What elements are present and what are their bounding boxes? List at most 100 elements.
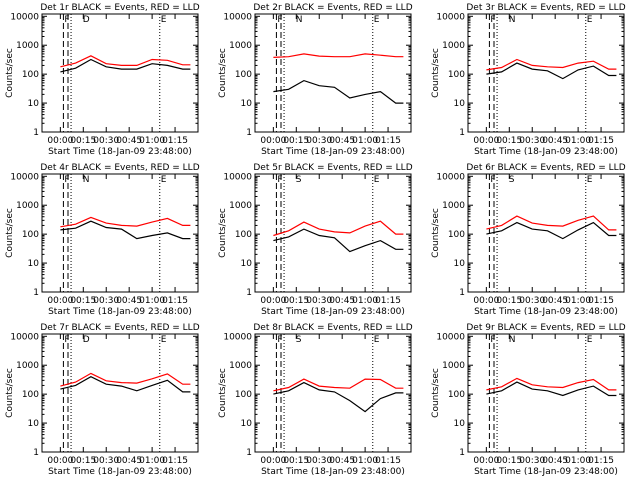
y-tick-label: 1000 xyxy=(229,361,252,371)
y-tick-label: 1000 xyxy=(442,361,465,371)
y-tick-label: 10000 xyxy=(223,332,252,342)
y-tick-label: 10000 xyxy=(10,12,39,22)
y-tick-label: 10 xyxy=(28,99,40,109)
x-axis-label: Start Time (18-Jan-09 23:48:00) xyxy=(474,147,618,157)
x-axis-label: Start Time (18-Jan-09 23:48:00) xyxy=(474,467,618,477)
chart-title: Det 8r BLACK = Events, RED = LLD xyxy=(253,323,412,333)
x-tick-label: 01:15 xyxy=(162,136,188,146)
x-tick-label: 01:15 xyxy=(588,456,614,466)
x-tick-label: 00:30 xyxy=(306,136,332,146)
plot-frame xyxy=(467,173,625,293)
series-line-lld xyxy=(273,53,404,58)
event-marker-label: E xyxy=(161,15,167,25)
x-tick-label: 00:15 xyxy=(283,136,309,146)
y-tick-label: 10 xyxy=(454,419,466,429)
y-tick-label: 10000 xyxy=(436,12,465,22)
event-marker-label: E xyxy=(587,175,593,185)
x-tick-label: 00:00 xyxy=(473,296,499,306)
y-tick-label: 1 xyxy=(459,448,465,458)
y-tick-label: 100 xyxy=(22,390,39,400)
x-tick-label: 00:45 xyxy=(542,136,568,146)
chart-panel: Det 6r BLACK = Events, RED = LLD 1 10 100 10… xyxy=(431,163,626,317)
y-axis-label: Counts/sec xyxy=(5,368,15,418)
y-tick-label: 1 xyxy=(33,288,39,298)
x-tick-label: 01:00 xyxy=(352,136,378,146)
y-tick-label: 1000 xyxy=(442,201,465,211)
x-tick-label: 00:30 xyxy=(93,456,119,466)
y-tick-label: 10 xyxy=(241,99,253,109)
event-marker-label: E xyxy=(374,175,380,185)
chart-title: Det 6r BLACK = Events, RED = LLD xyxy=(466,163,625,173)
y-tick-label: 10 xyxy=(28,259,40,269)
y-tick-label: 10000 xyxy=(223,172,252,182)
event-marker-label: E xyxy=(374,15,380,25)
series-line-lld xyxy=(60,216,191,228)
y-tick-label: 1000 xyxy=(442,41,465,51)
chart-panel: Det 3r BLACK = Events, RED = LLD 1 10 100 10… xyxy=(431,3,626,157)
y-tick-label: 1 xyxy=(246,448,252,458)
x-tick-label: 01:15 xyxy=(375,456,401,466)
y-tick-label: 10 xyxy=(241,419,253,429)
chart-title: Det 2r BLACK = Events, RED = LLD xyxy=(253,3,412,13)
x-tick-label: 00:15 xyxy=(283,456,309,466)
event-marker-label: E xyxy=(161,175,167,185)
y-tick-label: 100 xyxy=(22,230,39,240)
x-tick-label: 01:00 xyxy=(352,296,378,306)
chart-title: Det 7r BLACK = Events, RED = LLD xyxy=(40,323,199,333)
y-axis-label: Counts/sec xyxy=(431,48,441,98)
y-tick-label: 10000 xyxy=(436,332,465,342)
y-tick-label: 10 xyxy=(454,259,466,269)
x-tick-label: 00:30 xyxy=(519,136,545,146)
event-marker-label: D xyxy=(83,335,90,345)
series-line-events xyxy=(273,79,404,104)
x-tick-label: 00:15 xyxy=(496,136,522,146)
x-axis-label: Start Time (18-Jan-09 23:48:00) xyxy=(474,307,618,317)
x-tick-label: 00:00 xyxy=(260,456,286,466)
plot-frame xyxy=(254,333,412,453)
chart-panel: Det 1r BLACK = Events, RED = LLD 1 10 100 10… xyxy=(5,3,200,157)
event-marker-label: F xyxy=(64,175,69,185)
series-line-events xyxy=(486,221,617,240)
x-tick-label: 00:30 xyxy=(93,136,119,146)
x-tick-label: 01:15 xyxy=(162,296,188,306)
y-axis-label: Counts/sec xyxy=(5,208,15,258)
event-marker-label: S xyxy=(509,175,515,185)
event-marker-label: D xyxy=(83,15,90,25)
event-marker-label: E xyxy=(587,335,593,345)
series-line-events xyxy=(273,381,404,413)
y-tick-label: 1 xyxy=(33,448,39,458)
y-tick-label: 100 xyxy=(22,70,39,80)
x-tick-label: 01:15 xyxy=(162,456,188,466)
x-tick-label: 00:30 xyxy=(306,296,332,306)
x-tick-label: 01:00 xyxy=(565,296,591,306)
series-line-lld xyxy=(273,378,404,392)
x-tick-label: 00:45 xyxy=(542,296,568,306)
x-tick-label: 00:00 xyxy=(260,136,286,146)
y-tick-label: 1000 xyxy=(229,41,252,51)
x-tick-label: 00:00 xyxy=(47,456,73,466)
y-axis-label: Counts/sec xyxy=(431,208,441,258)
y-tick-label: 1000 xyxy=(229,201,252,211)
x-tick-label: 01:15 xyxy=(375,136,401,146)
series-line-events xyxy=(60,58,191,73)
x-axis-label: Start Time (18-Jan-09 23:48:00) xyxy=(48,147,192,157)
x-tick-label: 00:15 xyxy=(70,456,96,466)
series-line-events xyxy=(486,381,617,397)
x-tick-label: 01:00 xyxy=(565,456,591,466)
y-tick-label: 1000 xyxy=(16,41,39,51)
x-tick-label: 00:45 xyxy=(116,456,142,466)
y-tick-label: 10000 xyxy=(436,172,465,182)
x-tick-label: 00:45 xyxy=(329,296,355,306)
x-tick-label: 00:00 xyxy=(473,456,499,466)
y-tick-label: 10000 xyxy=(10,172,39,182)
x-tick-label: 01:15 xyxy=(588,296,614,306)
y-tick-label: 100 xyxy=(235,70,252,80)
y-tick-label: 100 xyxy=(448,390,465,400)
series-line-lld xyxy=(60,372,191,387)
y-tick-label: 1 xyxy=(246,128,252,138)
series-line-events xyxy=(486,62,617,80)
x-axis-label: Start Time (18-Jan-09 23:48:00) xyxy=(48,307,192,317)
x-tick-label: 00:45 xyxy=(329,136,355,146)
series-line-events xyxy=(60,376,191,393)
